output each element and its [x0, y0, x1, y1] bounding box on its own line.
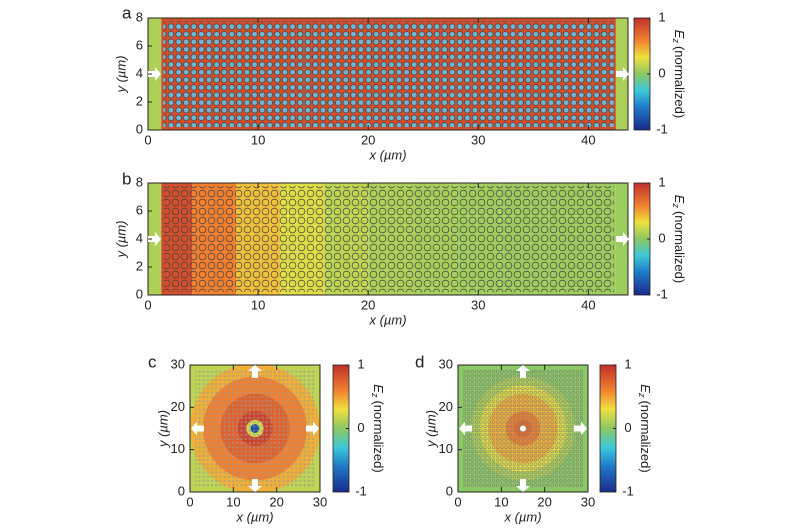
x-tick-label: 20	[269, 494, 283, 509]
port-arrow	[616, 232, 629, 246]
port-arrow	[148, 67, 161, 81]
x-tick-label: 40	[581, 132, 595, 147]
y-tick-label: 20	[171, 399, 185, 414]
colorbar-tick-label: 0	[624, 420, 631, 435]
source-dot	[520, 425, 526, 432]
x-tick-label: 10	[251, 297, 265, 312]
panel-letter: b	[122, 169, 131, 188]
y-tick-label: 2	[136, 258, 143, 273]
y-tick-label: 8	[136, 174, 143, 189]
colorbar-subscript: z	[370, 392, 380, 398]
port-arrow	[459, 421, 472, 436]
panel-letter: c	[148, 352, 157, 371]
y-tick-label: 0	[136, 286, 143, 301]
port-arrow	[516, 365, 530, 378]
x-axis-label: x (µm)	[368, 312, 406, 327]
colorbar-subscript: z	[671, 37, 681, 43]
colorbar-text: (normalized)	[371, 400, 386, 472]
colorbar-tick-label: 1	[658, 9, 665, 24]
port-arrow	[148, 232, 161, 246]
heatmap	[190, 365, 320, 492]
x-axis-label: x (µm)	[235, 509, 273, 524]
colorbar-text: (normalized)	[638, 400, 653, 472]
x-tick-label: 10	[494, 494, 508, 509]
colorbar-tick-label: 0	[357, 420, 364, 435]
colorbar-tick-label: 0	[658, 230, 665, 245]
y-tick-label: 30	[439, 356, 453, 371]
port-arrow	[574, 421, 587, 436]
y-axis-label: y (µm)	[113, 55, 128, 93]
y-tick-label: 0	[446, 483, 453, 498]
y-axis-label: y (µm)	[155, 410, 170, 448]
x-tick-label: 20	[361, 132, 375, 147]
x-axis-label: x (µm)	[368, 147, 406, 162]
colorbar-tick-label: -1	[656, 286, 668, 301]
x-tick-label: 0	[186, 494, 193, 509]
port-arrow	[191, 421, 204, 436]
lattice	[195, 370, 315, 487]
panel-letter: a	[122, 3, 132, 22]
y-tick-label: 10	[439, 441, 453, 456]
colorbar-label: Ez (normalized)	[671, 195, 687, 283]
colorbar-tick-label: -1	[656, 121, 668, 136]
heatmap	[148, 183, 628, 295]
x-tick-label: 0	[144, 132, 151, 147]
y-tick-label: 30	[171, 356, 185, 371]
heatmap	[148, 18, 628, 130]
colorbar-symbol: E	[371, 384, 386, 393]
colorbar-symbol: E	[672, 30, 687, 39]
y-tick-label: 20	[439, 399, 453, 414]
y-tick-label: 2	[136, 93, 143, 108]
port-arrow	[248, 365, 262, 378]
colorbar-tick-label: 1	[624, 356, 631, 371]
port-arrow	[516, 479, 530, 492]
port-arrow	[248, 479, 262, 492]
y-tick-label: 6	[136, 37, 143, 52]
colorbar-tick-label: 0	[658, 65, 665, 80]
colorbar-tick-label: 1	[658, 174, 665, 189]
colorbar-label: Ez (normalized)	[671, 30, 687, 118]
colorbar-symbol: E	[638, 384, 653, 393]
colorbar-tick-label: -1	[622, 483, 634, 498]
x-tick-label: 20	[537, 494, 551, 509]
x-tick-label: 0	[454, 494, 461, 509]
x-tick-label: 0	[144, 297, 151, 312]
x-tick-label: 40	[581, 297, 595, 312]
port-arrow	[306, 421, 319, 436]
lattice	[163, 186, 614, 292]
x-tick-label: 30	[313, 494, 327, 509]
port-arrow	[616, 67, 629, 81]
x-axis-label: x (µm)	[503, 509, 541, 524]
x-tick-label: 30	[471, 132, 485, 147]
y-tick-label: 8	[136, 9, 143, 24]
colorbar-text: (normalized)	[672, 211, 687, 283]
y-tick-label: 4	[136, 65, 143, 80]
y-axis-label: y (µm)	[423, 410, 438, 448]
colorbar-subscript: z	[637, 392, 647, 398]
y-tick-label: 0	[178, 483, 185, 498]
x-tick-label: 20	[361, 297, 375, 312]
lattice	[163, 21, 614, 127]
y-tick-label: 4	[136, 230, 143, 245]
colorbar-label: Ez (normalized)	[637, 384, 653, 472]
colorbar-symbol: E	[672, 195, 687, 204]
colorbar-subscript: z	[671, 202, 681, 208]
x-tick-label: 30	[471, 297, 485, 312]
y-axis-label: y (µm)	[113, 220, 128, 258]
x-tick-label: 30	[581, 494, 595, 509]
y-tick-label: 10	[171, 441, 185, 456]
y-tick-label: 6	[136, 202, 143, 217]
colorbar-tick-label: -1	[355, 483, 367, 498]
colorbar-tick-label: 1	[357, 356, 364, 371]
panel-letter: d	[415, 352, 424, 371]
y-tick-label: 0	[136, 121, 143, 136]
x-tick-label: 10	[226, 494, 240, 509]
colorbar-text: (normalized)	[672, 46, 687, 118]
x-tick-label: 10	[251, 132, 265, 147]
colorbar-label: Ez (normalized)	[370, 384, 386, 472]
